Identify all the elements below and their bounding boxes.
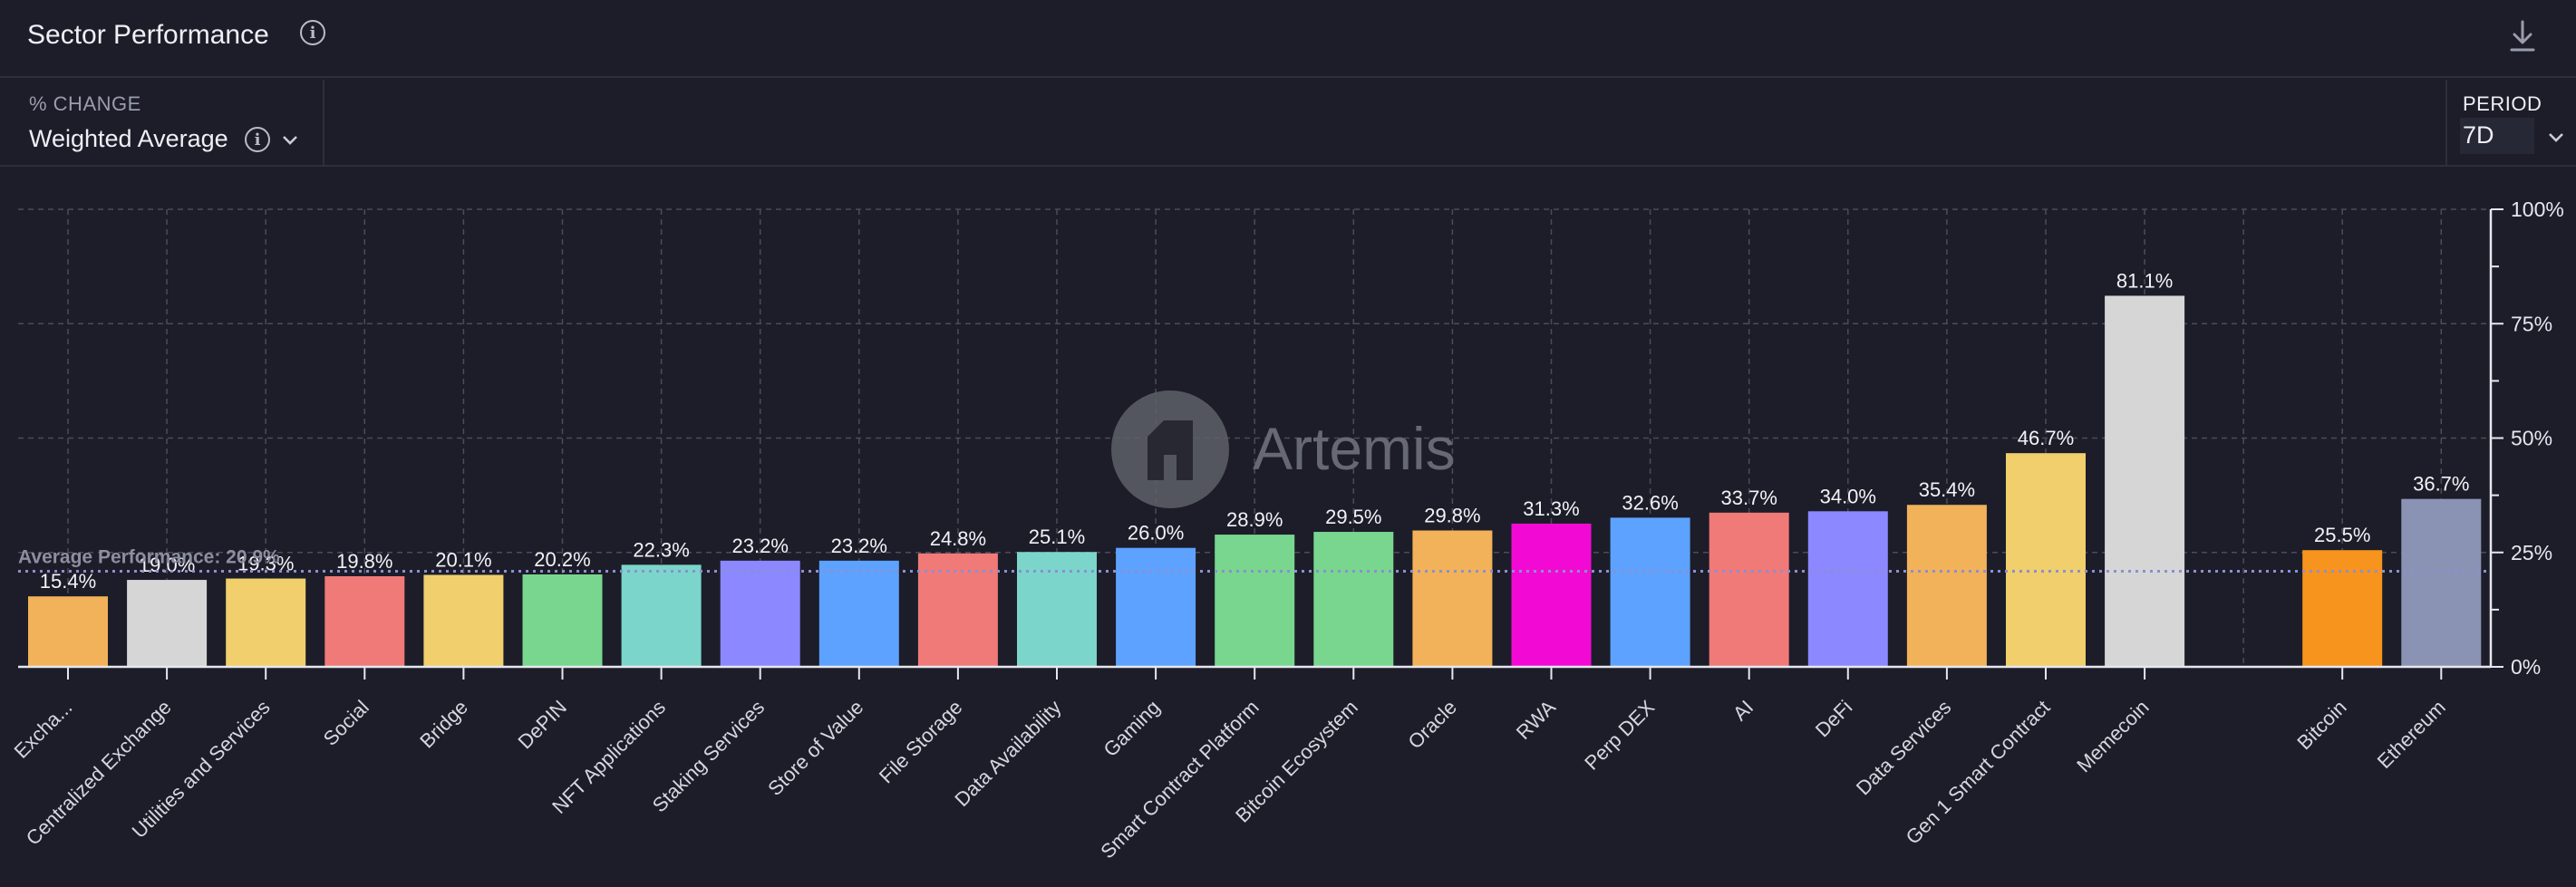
bars	[28, 295, 2482, 667]
x-tick-label: Perp DEX	[1580, 696, 1659, 775]
bar-value-label: 29.5%	[1325, 506, 1381, 528]
bar-value-label: 23.2%	[831, 535, 887, 557]
x-tick-label: Oracle	[1403, 696, 1460, 753]
info-icon[interactable]: i	[245, 127, 270, 152]
average-line: Average Performance: 20.9%	[18, 546, 2491, 573]
bar-perp-dex	[1610, 517, 1690, 667]
bar-smart-contract-platform	[1215, 535, 1295, 667]
x-tick-label: Bridge	[415, 696, 472, 753]
bar-depin	[522, 574, 603, 667]
bar-value-label: 15.4%	[40, 570, 96, 593]
bar-value-label: 20.2%	[534, 548, 590, 571]
bar-ethereum	[2401, 498, 2482, 667]
x-tick-label: AI	[1729, 696, 1758, 725]
period-selector[interactable]: PERIOD 7D	[2445, 80, 2576, 165]
download-icon[interactable]	[2507, 18, 2538, 54]
x-tick-label: Memecoin	[2072, 696, 2153, 776]
bar-value-label: 25.1%	[1029, 525, 1085, 548]
bar-value-label: 36.7%	[2413, 473, 2469, 496]
period-label: PERIOD	[2463, 92, 2542, 115]
bar-value-label: 19.8%	[336, 550, 392, 573]
bar-social	[324, 576, 405, 667]
axes: 100% 75% 50% 25% 0%	[18, 198, 2564, 680]
bar-value-label: 28.9%	[1226, 508, 1283, 531]
info-icon[interactable]: i	[300, 20, 325, 45]
bar-value-label: 31.3%	[1523, 497, 1579, 520]
bar-value-label: 22.3%	[633, 538, 689, 561]
bar-value-label: 26.0%	[1128, 522, 1184, 545]
bar-data-availability	[1017, 552, 1097, 667]
bar-gaming	[1116, 547, 1196, 667]
x-tick-label: Smart Contract Platform	[1096, 696, 1264, 863]
bar-rwa	[1511, 523, 1592, 667]
bar-value-label: 46.7%	[2018, 427, 2074, 449]
x-tick-label: Data Availability	[950, 696, 1065, 811]
y-tick-label: 50%	[2511, 427, 2552, 450]
average-line-label: Average Performance: 20.9%	[18, 546, 280, 567]
period-value[interactable]: 7D	[2463, 121, 2494, 149]
chevron-down-icon[interactable]	[2547, 131, 2565, 144]
chevron-down-icon[interactable]	[281, 134, 299, 147]
controls-bar: % CHANGE Weighted Average i PERIOD 7D	[0, 80, 2576, 167]
bar-data-services	[1906, 505, 1987, 667]
bar-defi	[1807, 511, 1888, 667]
card-header: Sector Performance i	[0, 0, 2576, 78]
bar-value-label: 24.8%	[930, 527, 986, 550]
metric-label: % CHANGE	[29, 92, 141, 115]
bar-bridge	[423, 574, 504, 667]
x-tick-label: Ethereum	[2373, 696, 2450, 773]
bar-value-label: 29.8%	[1424, 505, 1480, 527]
chart-title: Sector Performance	[27, 20, 269, 50]
bar-nft-applications	[621, 564, 702, 667]
bar-value-label: 25.5%	[2314, 524, 2370, 546]
bar-oracle	[1412, 530, 1493, 667]
x-tick-label: Bitcoin	[2292, 696, 2350, 754]
bar-file-storage	[917, 553, 998, 667]
x-tick-label: Data Services	[1852, 696, 1956, 800]
x-tick-label: DePIN	[514, 696, 571, 753]
bar-centralized-exchange	[127, 580, 208, 667]
bar-memecoin	[2105, 295, 2185, 667]
watermark-text: Artemis	[1253, 415, 1456, 482]
bar-utilities-and-services	[226, 578, 306, 667]
x-tick-label: Excha...	[10, 696, 77, 763]
bar-value-label: 33.7%	[1721, 487, 1777, 509]
x-tick-label: File Storage	[875, 696, 967, 788]
bar-store-of-value	[818, 560, 899, 667]
x-tick-label: RWA	[1512, 696, 1560, 744]
chart-area: Artemis 15.4% 19.0% 19.3% 19.8% 20.1% 20.2% 22…	[0, 169, 2576, 882]
x-tick-label: Store of Value	[763, 696, 867, 800]
y-tick-label: 100%	[2511, 198, 2564, 221]
bar-exchange	[28, 596, 108, 667]
bar-value-label: 35.4%	[1919, 478, 1975, 501]
bar-value-label: 23.2%	[732, 535, 789, 557]
metric-selector[interactable]: % CHANGE Weighted Average i	[0, 80, 324, 165]
bar-ai	[1709, 512, 1789, 667]
bar-bitcoin	[2302, 550, 2383, 667]
x-tick-label: Gaming	[1099, 696, 1164, 761]
bar-staking-services	[720, 560, 800, 667]
value-labels: 15.4%19.0% 19.3% 19.8% 20.1% 20.2% 22.3% 23.2%…	[40, 269, 2470, 593]
y-tick-label: 0%	[2511, 655, 2541, 679]
bar-gen-1-smart-contract	[2006, 453, 2086, 667]
x-tick-label: DeFi	[1811, 696, 1857, 742]
bar-value-label: 81.1%	[2116, 269, 2173, 292]
y-tick-label: 75%	[2511, 312, 2552, 335]
y-tick-label: 25%	[2511, 541, 2552, 564]
bar-value-label: 34.0%	[1820, 485, 1876, 507]
artemis-watermark: Artemis	[1111, 390, 1456, 508]
bar-value-label: 20.1%	[435, 548, 491, 571]
metric-value[interactable]: Weighted Average	[29, 125, 228, 152]
bar-bitcoin-ecosystem	[1313, 532, 1394, 667]
bar-value-label: 32.6%	[1622, 491, 1678, 514]
period-input-box[interactable]	[2460, 118, 2534, 154]
artemis-logo-mark	[1148, 420, 1193, 480]
x-tick-label: Social	[319, 696, 373, 750]
bar-chart: Artemis 15.4%19.0% 19.3% 19.8% 20.1% 20.2% 22…	[10, 198, 2564, 863]
